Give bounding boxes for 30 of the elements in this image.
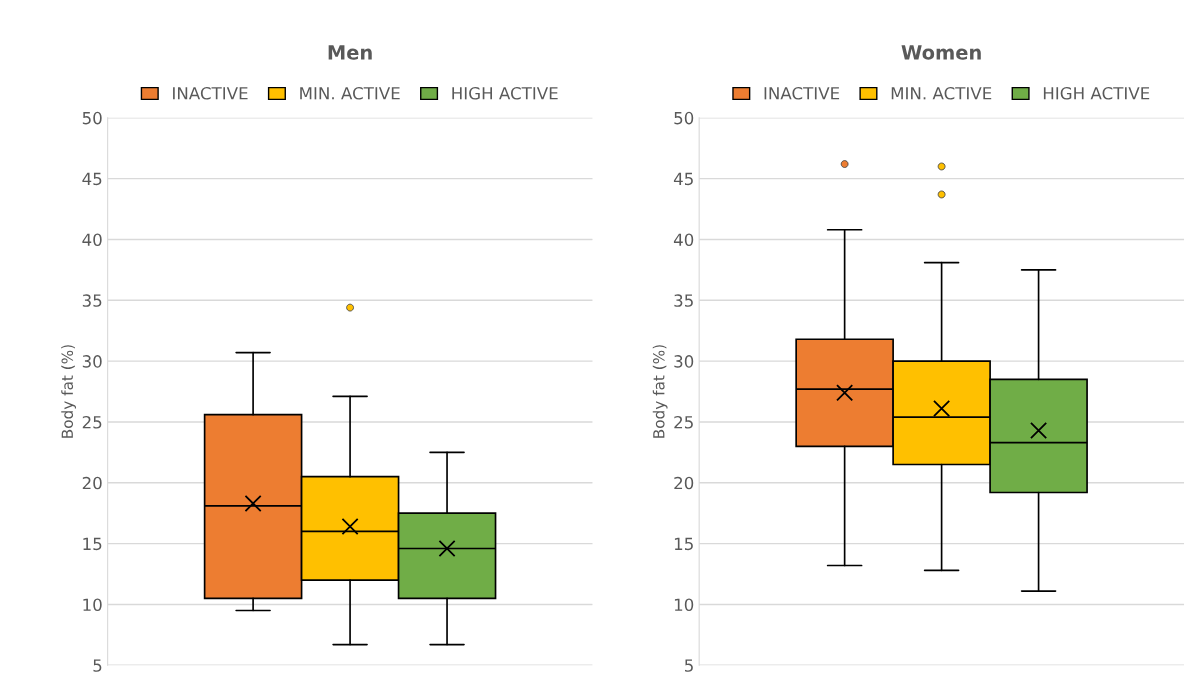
legend-label: MIN. ACTIVE bbox=[300, 86, 400, 100]
y-tick-label: 25 bbox=[674, 415, 693, 429]
legend-label: INACTIVE bbox=[764, 86, 840, 100]
y-tick-label: 5 bbox=[685, 659, 693, 672]
y-axis-title: Body fat (%) bbox=[652, 345, 668, 438]
y-tick-label: 45 bbox=[673, 172, 693, 186]
y-tick-label: 10 bbox=[83, 598, 102, 612]
y-tick-label: 10 bbox=[674, 598, 694, 612]
legend-label: HIGH ACTIVE bbox=[1043, 86, 1150, 100]
y-tick-label: 40 bbox=[673, 233, 694, 247]
y-tick-label: 25 bbox=[82, 415, 102, 429]
y-tick-label: 20 bbox=[82, 476, 102, 490]
y-tick-label: 20 bbox=[674, 476, 694, 490]
y-tick-label: 35 bbox=[82, 294, 102, 307]
y-tick-label: 30 bbox=[82, 355, 102, 368]
legend-label: INACTIVE bbox=[173, 86, 248, 100]
chart-title: Women bbox=[901, 45, 981, 60]
y-tick-label: 15 bbox=[83, 537, 102, 551]
y-axis-title: Body fat (%) bbox=[61, 345, 77, 438]
y-tick-label: 15 bbox=[674, 537, 693, 551]
y-tick-label: 30 bbox=[674, 355, 694, 368]
chart-title: Men bbox=[328, 45, 372, 60]
y-tick-label: 35 bbox=[674, 294, 693, 307]
legend-label: HIGH ACTIVE bbox=[452, 86, 558, 100]
legend-label: MIN. ACTIVE bbox=[891, 86, 992, 100]
y-tick-label: 50 bbox=[82, 111, 102, 125]
y-tick-label: 45 bbox=[82, 172, 102, 186]
y-tick-label: 40 bbox=[82, 233, 102, 247]
y-tick-label: 50 bbox=[674, 111, 694, 125]
y-tick-label: 5 bbox=[93, 659, 102, 672]
